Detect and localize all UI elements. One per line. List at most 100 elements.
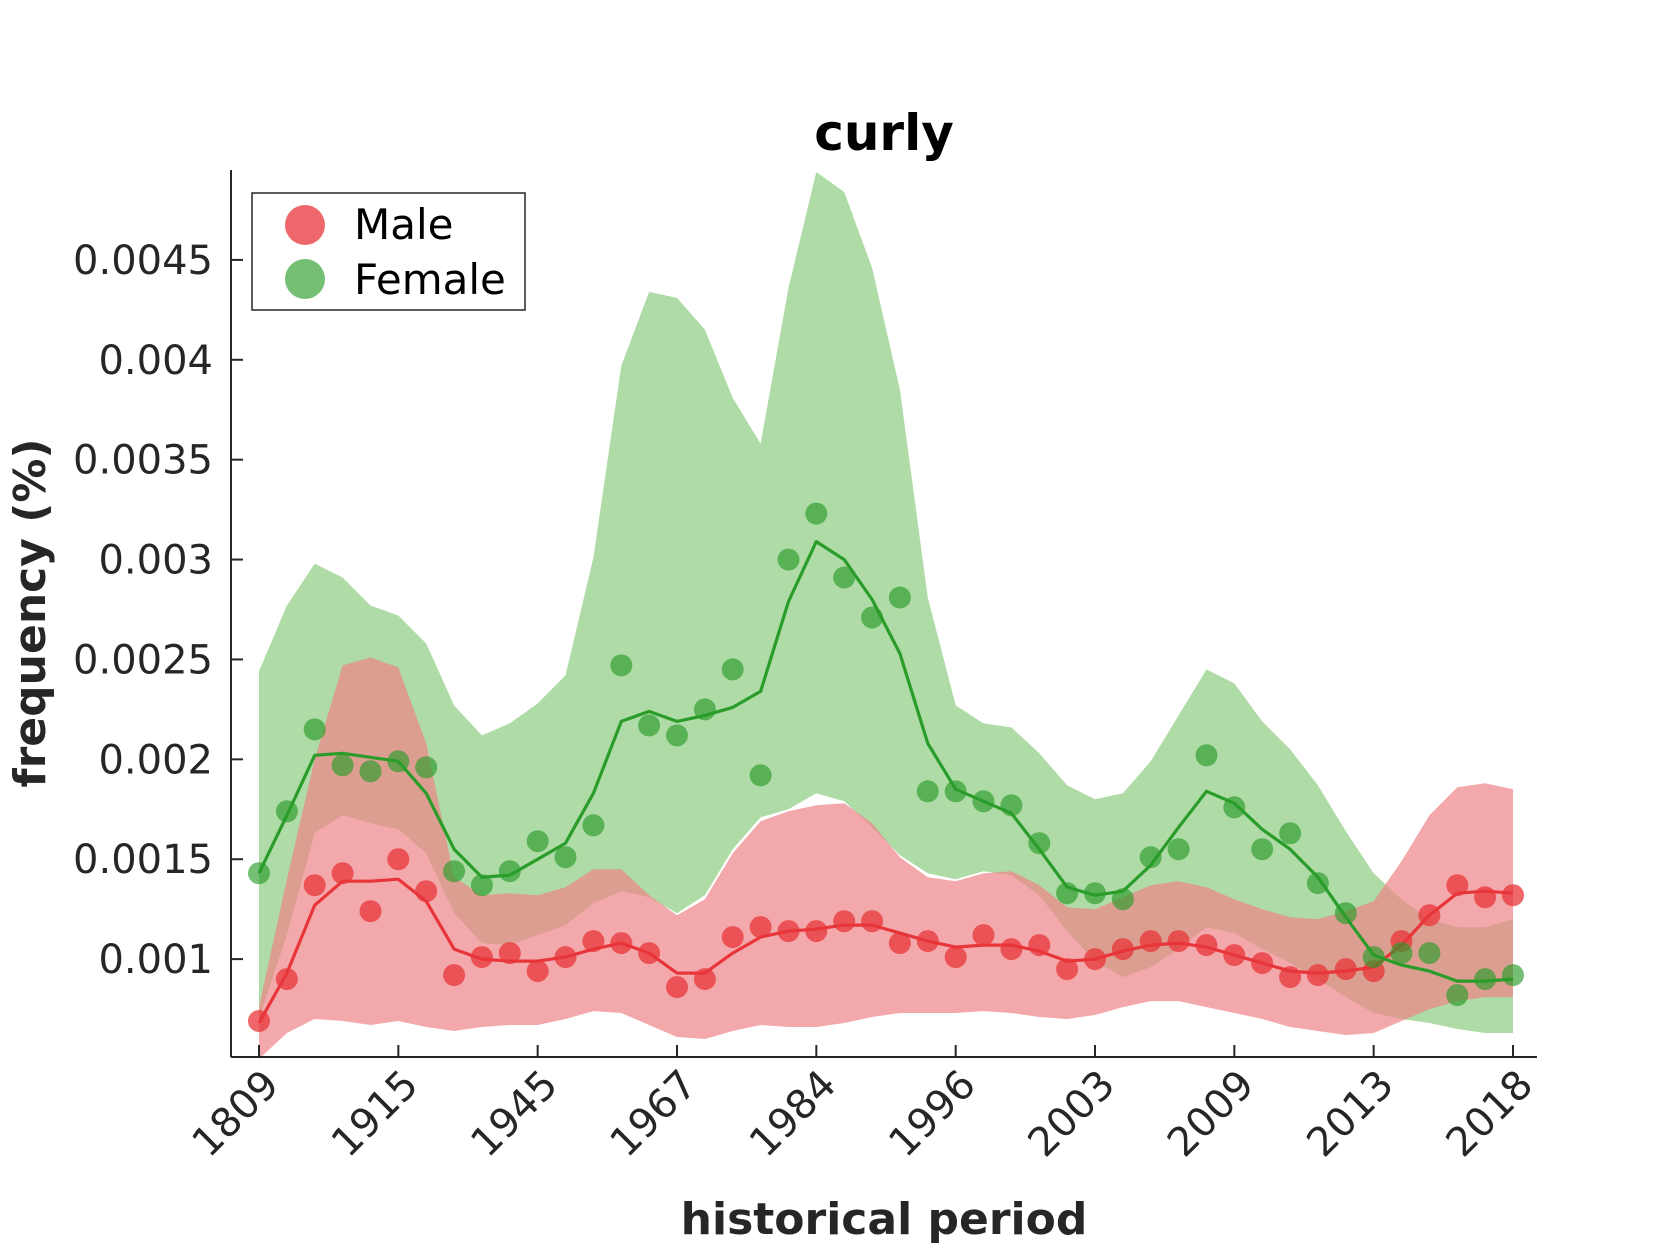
point-female [693, 698, 716, 721]
point-female [749, 764, 772, 787]
point-male [916, 930, 939, 953]
point-female [1028, 832, 1051, 855]
legend-marker-female [285, 259, 325, 299]
point-female [1251, 838, 1274, 861]
point-female [666, 724, 688, 747]
point-male [1167, 930, 1190, 953]
point-male [498, 942, 521, 965]
point-male [303, 874, 326, 897]
axes [230, 170, 1537, 1058]
point-female [1334, 902, 1357, 925]
point-female [582, 814, 605, 837]
point-male [1139, 930, 1162, 953]
y-tick-label: 0.0025 [73, 637, 213, 683]
point-male [1000, 938, 1023, 961]
data-points [248, 502, 1524, 1032]
point-female [248, 862, 270, 885]
point-female [916, 780, 939, 803]
point-male [526, 960, 549, 983]
point-female [554, 846, 577, 869]
point-male [1195, 934, 1218, 957]
point-male [721, 926, 744, 949]
point-male [861, 910, 884, 933]
point-male [777, 920, 800, 943]
point-female [1502, 964, 1524, 987]
chart-title: curly [814, 104, 954, 162]
point-male [693, 968, 716, 991]
point-male [359, 900, 382, 923]
point-male [1306, 964, 1329, 987]
trend-lines [257, 539, 1514, 1024]
point-male [666, 976, 688, 999]
point-female [498, 860, 521, 883]
point-female [888, 586, 911, 609]
point-male [1056, 958, 1079, 981]
point-male [582, 930, 605, 953]
point-female [1279, 822, 1302, 845]
point-female [1223, 796, 1246, 819]
y-tick-label: 0.003 [98, 538, 213, 584]
point-male [443, 964, 466, 987]
y-tick-label: 0.0035 [73, 438, 213, 484]
point-female [1390, 942, 1413, 965]
line-male [257, 877, 1514, 1024]
point-male [1446, 874, 1469, 897]
point-female [1000, 794, 1023, 817]
y-ticks: 0.001 0.0015 0.002 0.0025 0.003 0.0035 0.004 0.… [73, 238, 243, 983]
point-male [1334, 958, 1357, 981]
point-male [275, 968, 298, 991]
point-female [777, 548, 800, 571]
point-female [1418, 942, 1441, 965]
point-male [387, 848, 410, 871]
point-female [861, 606, 884, 629]
y-tick-label: 0.0045 [73, 238, 213, 284]
point-female [805, 502, 828, 525]
point-female [1167, 838, 1190, 861]
point-male [749, 916, 772, 939]
point-female [387, 750, 410, 773]
y-tick-label: 0.0015 [73, 837, 213, 883]
point-male [610, 932, 633, 955]
point-male [415, 880, 438, 903]
point-male [248, 1010, 270, 1032]
point-female [944, 780, 967, 803]
point-male [1111, 938, 1134, 961]
point-female [638, 714, 661, 737]
legend-marker-male [285, 205, 325, 245]
point-female [1084, 882, 1106, 905]
point-male [1084, 948, 1106, 971]
point-male [833, 910, 856, 933]
point-female [275, 800, 298, 823]
band-female [259, 172, 1513, 1033]
point-female [359, 760, 382, 783]
point-female [833, 566, 856, 589]
point-female [1474, 968, 1497, 991]
point-female [526, 830, 549, 853]
legend: Male Female [251, 192, 526, 311]
line-female [257, 539, 1514, 983]
point-male [1502, 884, 1524, 907]
point-male [1474, 886, 1497, 909]
y-axis-label: frequency (%) [5, 438, 56, 787]
point-female [972, 790, 995, 813]
point-male [331, 862, 354, 885]
point-female [443, 860, 466, 883]
y-tick-label: 0.001 [98, 937, 213, 983]
point-male [972, 924, 995, 947]
point-female [1111, 888, 1134, 911]
point-female [1446, 984, 1469, 1007]
point-male [1223, 944, 1246, 967]
point-female [303, 718, 326, 741]
point-female [721, 658, 744, 681]
point-female [1139, 846, 1162, 869]
y-tick-label: 0.002 [98, 737, 213, 783]
point-female [331, 754, 354, 777]
point-male [1028, 934, 1051, 957]
point-female [1306, 872, 1329, 895]
point-male [1279, 966, 1302, 989]
point-male [1418, 904, 1441, 927]
point-female [610, 654, 633, 677]
point-female [1362, 946, 1385, 969]
point-male [1251, 952, 1274, 975]
